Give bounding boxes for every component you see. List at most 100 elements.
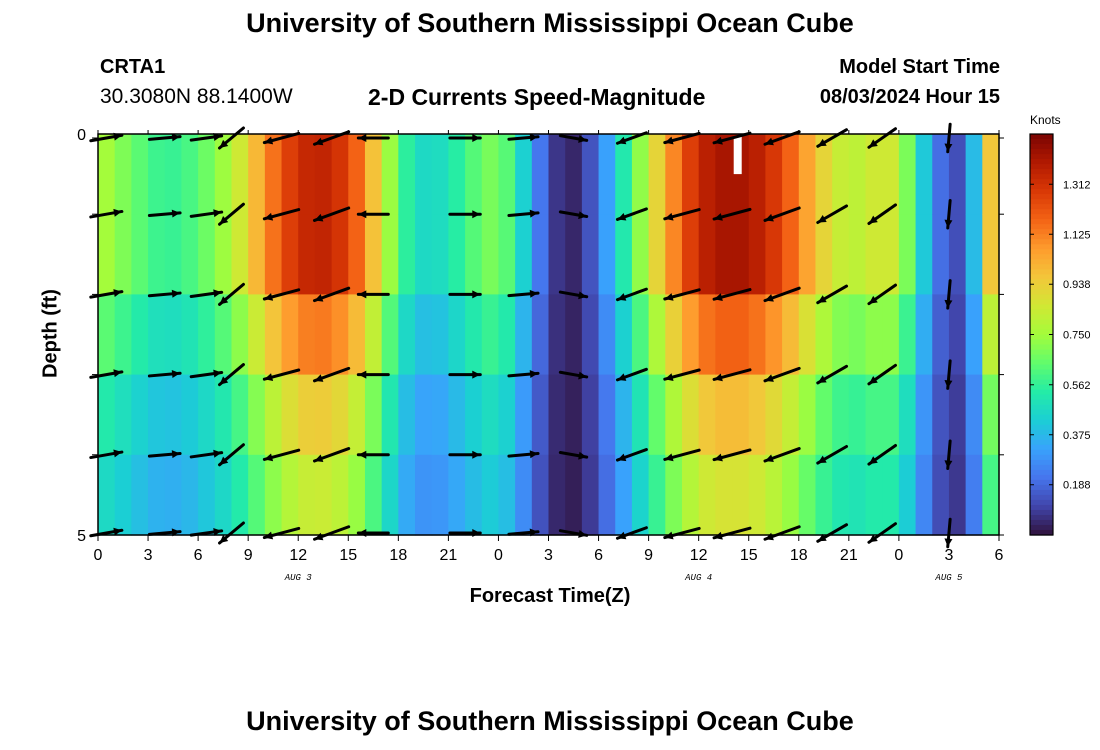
heatmap-cell [348, 214, 366, 295]
heatmap-cell [231, 454, 249, 536]
heatmap-cell [765, 454, 783, 536]
heatmap-cell [431, 294, 449, 376]
current-arrow-head [113, 369, 122, 378]
heatmap-cell [915, 454, 933, 536]
colorbar-segment [1030, 184, 1053, 190]
heatmap-cell [565, 454, 583, 536]
current-arrow-head [764, 294, 774, 302]
current-arrow-head [213, 289, 222, 298]
colorbar-segment [1030, 359, 1053, 366]
heatmap-cell [898, 214, 917, 295]
heatmap-cell [98, 134, 116, 215]
heatmap-cell [148, 214, 166, 295]
heatmap-cell [698, 294, 716, 376]
colorbar-segment [1030, 529, 1053, 536]
heatmap-cell [131, 214, 149, 295]
current-arrow-head [358, 210, 367, 219]
heatmap-cell [198, 214, 216, 295]
colorbar-segment [1030, 519, 1053, 526]
current-arrow-head [944, 460, 953, 469]
current-arrow-head [868, 295, 878, 304]
heatmap-cell [398, 294, 416, 376]
heatmap-cell [865, 374, 883, 456]
current-arrow-head [817, 215, 827, 223]
page-title: University of Southern Mississippi Ocean… [246, 8, 854, 38]
heatmap-cell [214, 454, 233, 536]
heatmap-cell [948, 134, 967, 215]
current-arrow-head [617, 453, 627, 462]
heatmap-cell [798, 294, 817, 376]
colorbar-segment [1030, 254, 1053, 260]
x-tick-label: 18 [389, 547, 407, 564]
colorbar-segment [1030, 354, 1053, 361]
colorbar-segment [1030, 204, 1053, 210]
heatmap-cell [548, 294, 566, 376]
colorbar-segment [1030, 464, 1053, 471]
colorbar-segment [1030, 174, 1053, 180]
heatmap-cell [565, 374, 583, 456]
current-arrow-head [714, 293, 723, 302]
heatmap-cell [298, 214, 316, 295]
colorbar-tick-label: 1.312 [1063, 179, 1091, 191]
colorbar-segment [1030, 439, 1053, 446]
colorbar-segment [1030, 449, 1053, 456]
colorbar-segment [1030, 234, 1053, 240]
colorbar-segment [1030, 304, 1053, 311]
heatmap-cell [748, 214, 767, 295]
heatmap-cell [281, 454, 299, 536]
current-arrow-head [529, 209, 539, 218]
colorbar-segment [1030, 384, 1053, 391]
heatmap-cell [531, 214, 550, 295]
heatmap-cell [114, 374, 132, 456]
heatmap-cell [331, 294, 349, 376]
heatmap-cell [164, 134, 183, 215]
heatmap-cell [898, 454, 917, 536]
date-label: AUG 3 [284, 573, 313, 583]
heatmap-cell [231, 134, 249, 215]
colorbar-segment [1030, 349, 1053, 356]
heatmap-cell [148, 374, 166, 456]
heatmap-cell [598, 454, 616, 536]
x-tick-label: 9 [244, 547, 253, 564]
heatmap-cell [181, 214, 199, 295]
heatmap-cell [765, 294, 783, 376]
heatmap-cell [948, 374, 967, 456]
current-arrow-head [868, 534, 878, 543]
heatmap-cell [798, 454, 817, 536]
heatmap-cell [615, 294, 633, 376]
current-arrow-head [617, 136, 627, 145]
colorbar-segment [1030, 164, 1053, 170]
colorbar-segment [1030, 309, 1053, 316]
heatmap-cell [314, 294, 333, 376]
current-arrow-head [868, 456, 878, 465]
heatmap-cell [815, 454, 833, 536]
heatmap-cell [498, 294, 516, 376]
current-arrow-head [868, 376, 878, 384]
heatmap-cell [932, 214, 950, 295]
heatmap-cell [948, 294, 967, 376]
current-arrow-head [171, 369, 181, 378]
current-arrow-head [664, 212, 674, 221]
heatmap-cell [698, 134, 716, 215]
heatmap-cell [798, 134, 817, 215]
heatmap-cell [715, 374, 733, 456]
heatmap-cell [298, 454, 316, 536]
current-arrow-head [578, 451, 587, 460]
colorbar-segment [1030, 509, 1053, 516]
heatmap-cell [732, 454, 750, 536]
heatmap-cell [915, 374, 933, 456]
heatmap-cell [665, 374, 683, 456]
colorbar-segment [1030, 524, 1053, 531]
x-tick-label: 6 [995, 547, 1004, 564]
current-arrow-head [617, 293, 627, 301]
colorbar-segment [1030, 444, 1053, 451]
x-tick-label: 6 [594, 547, 603, 564]
heatmap-cell [248, 134, 266, 215]
colorbar-tick-label: 0.938 [1063, 279, 1091, 291]
heatmap-cell [598, 214, 616, 295]
current-arrow-head [578, 211, 587, 220]
colorbar-tick-label: 0.375 [1063, 430, 1091, 442]
heatmap-cell [815, 214, 833, 295]
heatmap-cell [214, 294, 233, 376]
heatmap-cell [548, 214, 566, 295]
